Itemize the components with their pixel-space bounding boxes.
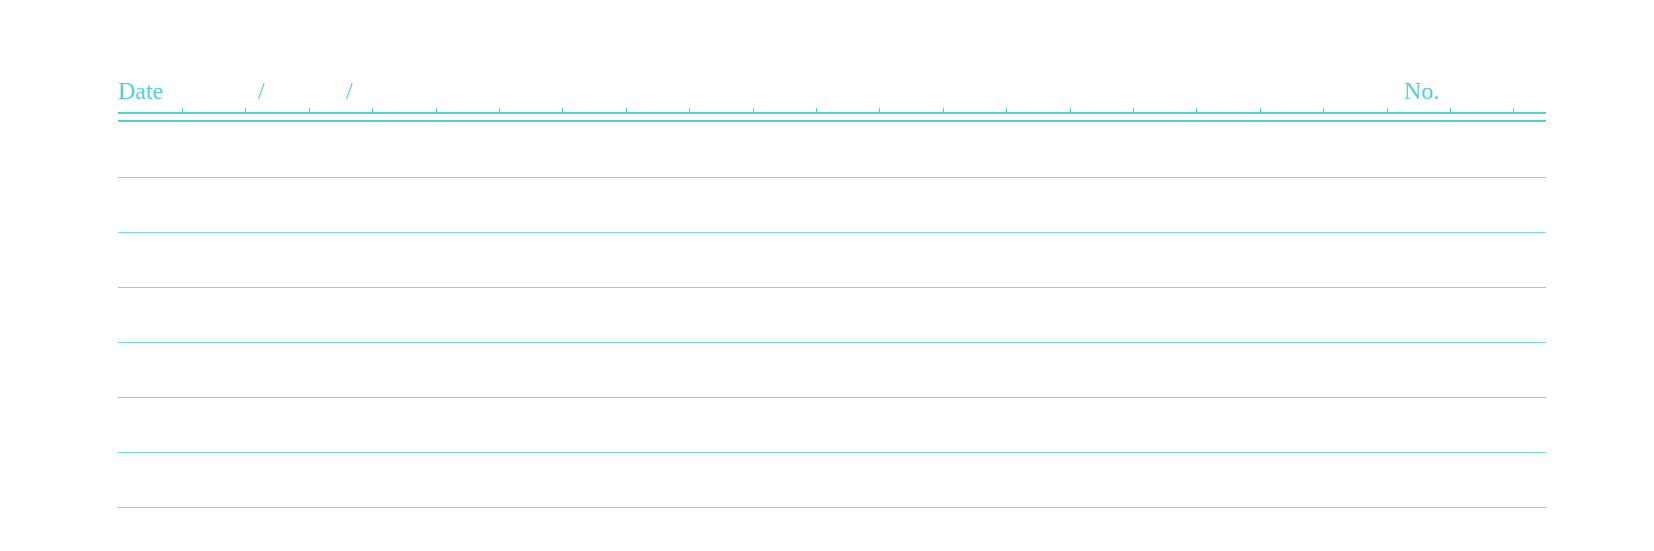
ruled-line: [118, 177, 1546, 178]
header-tick: [182, 108, 183, 112]
header-tick: [626, 108, 627, 112]
header-tick: [1387, 108, 1388, 112]
ruled-line: [118, 342, 1546, 343]
header-tick: [689, 108, 690, 112]
date-separator-slash-2: /: [346, 79, 353, 105]
header-tick: [1323, 108, 1324, 112]
header-tick: [1513, 108, 1514, 112]
header-tick: [1260, 108, 1261, 112]
ruled-line: [118, 507, 1546, 508]
ruled-line: [118, 232, 1546, 233]
header-tick: [816, 108, 817, 112]
date-separator-slash-1: /: [258, 79, 265, 105]
header-tick: [1070, 108, 1071, 112]
header-tick: [753, 108, 754, 112]
header-rule-bottom: [118, 120, 1546, 122]
header-tick: [245, 108, 246, 112]
header-tick: [943, 108, 944, 112]
header-tick: [309, 108, 310, 112]
header-tick: [1006, 108, 1007, 112]
ruled-line: [118, 452, 1546, 453]
header-tick: [562, 108, 563, 112]
ruled-line: [118, 397, 1546, 398]
date-label: Date: [118, 79, 164, 105]
header-tick: [1133, 108, 1134, 112]
ruled-line: [118, 287, 1546, 288]
header-tick: [436, 108, 437, 112]
header-tick: [1196, 108, 1197, 112]
header-tick: [1450, 108, 1451, 112]
header-tick: [372, 108, 373, 112]
header-rule-top: [118, 112, 1546, 114]
header-tick: [499, 108, 500, 112]
header-tick: [879, 108, 880, 112]
number-label: No.: [1404, 79, 1440, 105]
